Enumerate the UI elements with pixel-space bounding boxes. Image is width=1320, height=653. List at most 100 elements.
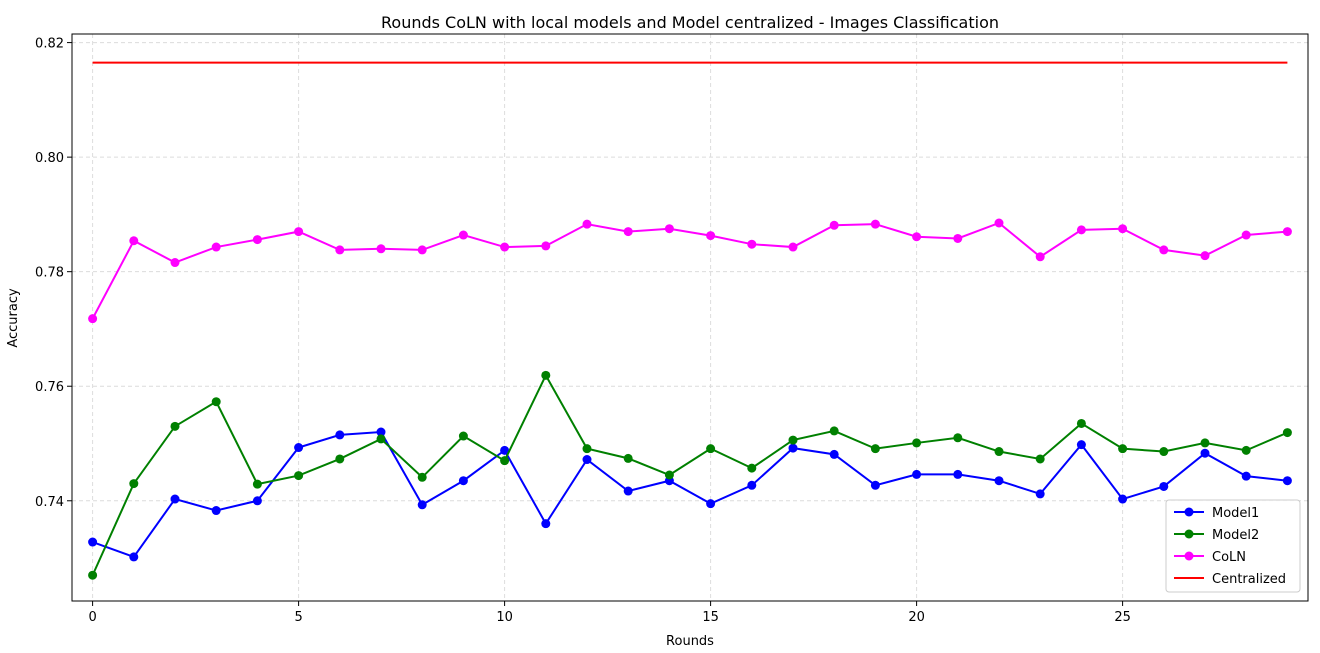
data-point-model2 [252, 479, 262, 489]
data-point-coln [500, 242, 510, 252]
data-point-model1 [582, 455, 592, 465]
axes-frame [71, 33, 1309, 602]
data-point-model1 [1118, 494, 1128, 504]
data-point-model2 [417, 472, 427, 482]
data-point-model2 [829, 426, 839, 436]
chart-title: Rounds CoLN with local models and Model … [381, 13, 999, 32]
data-point-coln [623, 227, 633, 237]
data-point-model2 [623, 453, 633, 463]
legend-marker-coln [1184, 551, 1194, 561]
data-point-coln [582, 219, 592, 229]
data-point-model1 [1035, 489, 1045, 499]
data-point-model2 [335, 454, 345, 464]
x-tick-label: 15 [702, 610, 719, 625]
data-point-model2 [1282, 428, 1292, 438]
data-point-coln [829, 220, 839, 230]
data-point-model2 [870, 444, 880, 454]
x-tick-label: 20 [908, 610, 925, 625]
data-point-coln [129, 236, 139, 246]
legend-label-model2: Model2 [1212, 528, 1259, 543]
data-point-model1 [376, 427, 386, 437]
data-point-coln [1118, 224, 1128, 234]
data-point-model1 [788, 443, 798, 453]
data-point-model2 [170, 421, 180, 431]
legend-marker-model2 [1184, 529, 1194, 539]
data-point-coln [252, 235, 262, 245]
data-point-model2 [129, 479, 139, 489]
data-point-model2 [376, 434, 386, 444]
data-point-model1 [170, 494, 180, 504]
data-point-coln [1035, 252, 1045, 262]
data-point-coln [417, 245, 427, 255]
legend-box [1165, 499, 1301, 593]
data-point-model2 [788, 435, 798, 445]
data-point-coln [211, 242, 221, 252]
y-tick-label: 0.82 [35, 37, 64, 52]
data-point-model1 [541, 519, 551, 529]
data-point-coln [747, 239, 757, 249]
data-point-model1 [953, 469, 963, 479]
data-point-model1 [294, 443, 304, 453]
data-point-coln [541, 241, 551, 251]
data-point-coln [335, 245, 345, 255]
plot-area [88, 61, 1292, 580]
x-axis-label: Rounds [666, 634, 714, 649]
data-point-model2 [1076, 418, 1086, 428]
y-tick-label: 0.78 [35, 266, 64, 281]
data-point-model1 [500, 445, 510, 455]
x-tick-label: 5 [294, 610, 302, 625]
data-point-coln [458, 230, 468, 240]
data-point-coln [870, 219, 880, 229]
data-point-model1 [1282, 476, 1292, 486]
legend-label-centralized: Centralized [1212, 572, 1286, 587]
data-point-coln [294, 227, 304, 237]
data-point-model2 [1241, 445, 1251, 455]
data-point-model1 [1200, 448, 1210, 458]
y-tick-label: 0.76 [35, 380, 64, 395]
data-point-model1 [417, 500, 427, 510]
data-point-coln [1200, 251, 1210, 261]
x-axis-ticks: 0 5 10 15 20 25 [88, 601, 1131, 625]
data-point-model1 [211, 506, 221, 516]
data-point-model2 [211, 397, 221, 407]
x-tick-label: 10 [496, 610, 513, 625]
data-point-model2 [1118, 444, 1128, 454]
data-point-model1 [747, 480, 757, 490]
data-point-model2 [1159, 447, 1169, 457]
data-point-model1 [829, 449, 839, 459]
legend-marker-model1 [1184, 507, 1194, 517]
x-tick-label: 0 [88, 610, 96, 625]
data-point-model2 [582, 444, 592, 454]
y-tick-label: 0.74 [35, 495, 64, 510]
data-point-model2 [1035, 454, 1045, 464]
data-point-model2 [500, 456, 510, 466]
data-point-model2 [664, 470, 674, 480]
data-point-model1 [870, 480, 880, 490]
data-point-coln [1241, 230, 1251, 240]
data-point-model2 [88, 570, 98, 580]
data-point-coln [788, 242, 798, 252]
data-point-coln [664, 224, 674, 234]
y-axis-ticks: 0.74 0.76 0.78 0.80 0.82 [35, 37, 72, 510]
data-point-model1 [88, 537, 98, 547]
x-tick-label: 25 [1114, 610, 1131, 625]
data-point-coln [706, 231, 716, 241]
legend: Model1 Model2 CoLN Centralized [1165, 499, 1301, 593]
data-point-model1 [1241, 471, 1251, 481]
data-point-model2 [994, 447, 1004, 457]
data-point-model2 [747, 463, 757, 473]
legend-label-model1: Model1 [1212, 506, 1259, 521]
data-point-coln [1282, 227, 1292, 237]
data-point-model1 [458, 476, 468, 486]
data-point-model2 [458, 431, 468, 441]
data-point-model1 [252, 496, 262, 506]
legend-label-coln: CoLN [1212, 550, 1246, 565]
data-point-model1 [335, 430, 345, 440]
data-point-model1 [1159, 481, 1169, 491]
gridlines [72, 34, 1308, 601]
data-point-model2 [953, 433, 963, 443]
y-axis-label: Accuracy [6, 288, 21, 348]
data-point-model1 [623, 486, 633, 496]
